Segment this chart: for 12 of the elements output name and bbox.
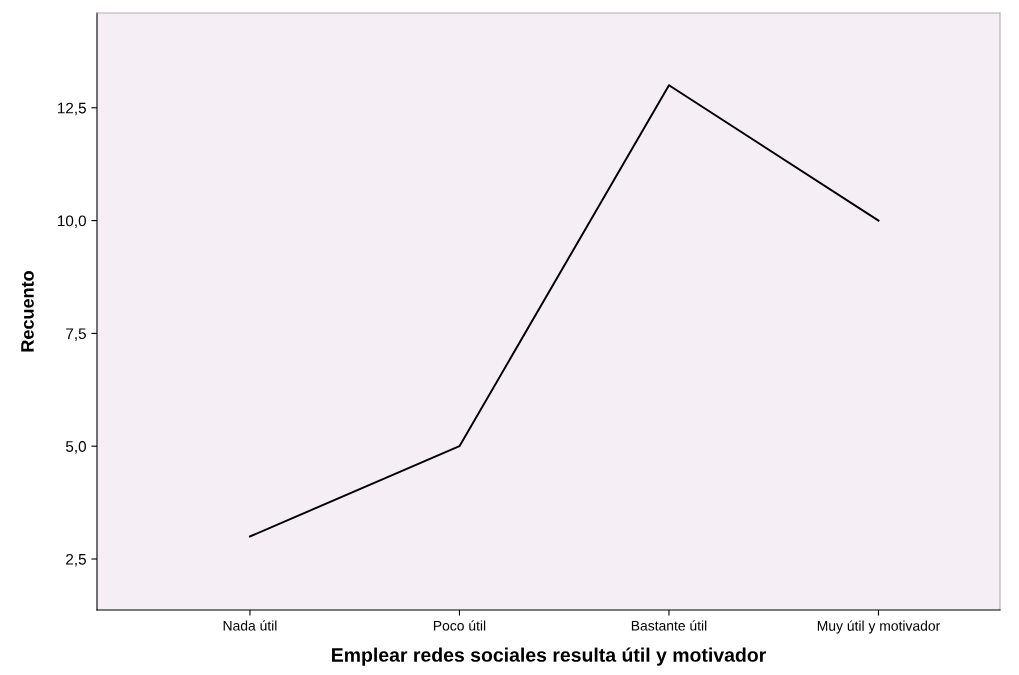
y-tick-label: 10,0 (58, 215, 86, 229)
y-tick-label: 12,5 (58, 102, 86, 116)
y-tick-label: 5,0 (65, 441, 86, 454)
x-tick-label: Poco útil (433, 620, 486, 631)
line-series (248, 84, 880, 538)
x-tick-label: Bastante útil (631, 620, 707, 631)
x-tick-label: Muy útil y motivador (817, 620, 940, 634)
x-tick-label: Nada útil (223, 620, 277, 631)
y-tick-label: 7,5 (66, 328, 86, 341)
y-tick-label: 2,5 (66, 553, 86, 567)
y-axis-title: Recuento (21, 271, 34, 352)
x-axis-title: Emplear redes sociales resulta útil y motivador (332, 647, 766, 666)
